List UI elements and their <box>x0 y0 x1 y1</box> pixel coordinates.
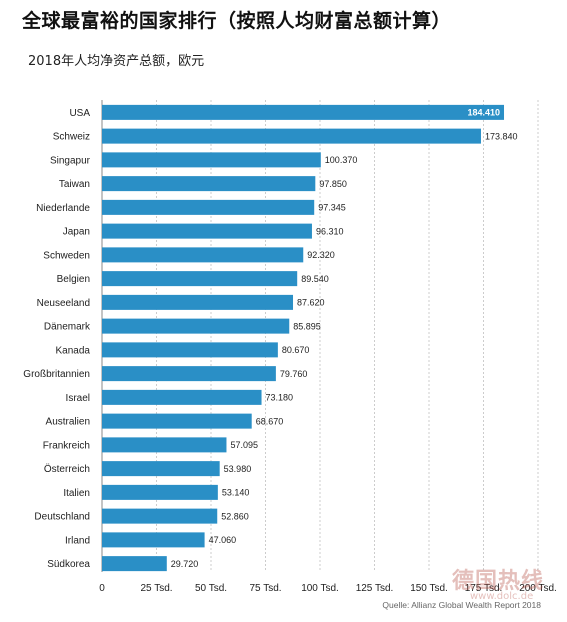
watermark-url: www.dolc.de <box>470 591 534 602</box>
x-tick-label: 200 Tsd. <box>519 583 557 594</box>
value-label: 89.540 <box>301 274 329 284</box>
bar <box>102 532 205 548</box>
x-tick-label: 175 Tsd. <box>465 583 503 594</box>
category-label: Schweden <box>43 250 90 261</box>
x-tick-label: 150 Tsd. <box>410 583 448 594</box>
category-label: Schweiz <box>53 132 90 143</box>
value-label: 80.670 <box>282 345 310 355</box>
category-label: Singapur <box>50 155 91 166</box>
bar <box>102 461 220 477</box>
value-label: 57.095 <box>230 440 258 450</box>
category-label: Niederlande <box>36 203 90 214</box>
category-label: Kanada <box>56 345 91 356</box>
category-label: Südkorea <box>47 559 90 570</box>
category-label: Japan <box>63 227 90 238</box>
x-tick-label: 125 Tsd. <box>356 583 394 594</box>
category-label: Belgien <box>57 274 90 285</box>
chart-subtitle: 2018年人均净资产总额，欧元 <box>28 54 205 69</box>
value-label: 52.860 <box>221 511 249 521</box>
x-tick-label: 50 Tsd. <box>195 583 227 594</box>
bar <box>102 342 278 358</box>
value-label: 29.720 <box>171 559 199 569</box>
category-label: Italien <box>63 488 90 499</box>
bar <box>102 389 262 405</box>
value-label: 184.410 <box>467 108 500 118</box>
value-label: 97.345 <box>318 203 346 213</box>
value-label: 68.670 <box>256 416 284 426</box>
bar <box>102 413 252 429</box>
category-label: Dänemark <box>44 322 91 333</box>
bar <box>102 366 276 382</box>
category-label: Österreich <box>44 463 90 475</box>
bar <box>102 104 505 120</box>
source-note: Quelle: Allianz Global Wealth Report 201… <box>382 600 541 610</box>
value-label: 97.850 <box>319 179 347 189</box>
category-label: Taiwan <box>59 179 90 190</box>
category-label: Großbritannien <box>23 369 90 380</box>
x-tick-label: 0 <box>99 583 105 594</box>
value-label: 87.620 <box>297 298 325 308</box>
bar <box>102 294 294 310</box>
x-tick-label: 75 Tsd. <box>249 583 281 594</box>
bar <box>102 271 298 287</box>
chart-title: 全球最富裕的国家排行（按照人均财富总额计算） <box>22 10 452 32</box>
category-label: Irland <box>65 535 90 546</box>
category-label: Frankreich <box>43 440 90 451</box>
value-label: 85.895 <box>293 321 321 331</box>
x-tick-label: 100 Tsd. <box>301 583 339 594</box>
value-label: 96.310 <box>316 226 344 236</box>
category-label: USA <box>69 108 90 119</box>
bar <box>102 128 481 144</box>
value-label: 47.060 <box>209 535 237 545</box>
value-label: 79.760 <box>280 369 308 379</box>
bar <box>102 176 316 192</box>
bar <box>102 247 304 263</box>
watermark-logo: 德国热线 <box>452 569 545 594</box>
value-label: 173.840 <box>485 131 518 141</box>
value-label: 53.980 <box>224 464 252 474</box>
value-label: 100.370 <box>325 155 358 165</box>
value-label: 53.140 <box>222 488 250 498</box>
bar <box>102 199 315 215</box>
bar <box>102 556 167 572</box>
category-label: Australien <box>46 417 90 428</box>
category-label: Neuseeland <box>37 298 90 309</box>
bar <box>102 437 227 453</box>
bar <box>102 223 312 239</box>
value-label: 92.320 <box>307 250 335 260</box>
category-label: Deutschland <box>34 512 90 523</box>
bar <box>102 152 321 168</box>
value-label: 73.180 <box>266 393 294 403</box>
category-label: Israel <box>66 393 90 404</box>
x-tick-label: 25 Tsd. <box>140 583 172 594</box>
bar <box>102 318 290 334</box>
bar <box>102 484 218 500</box>
bar <box>102 508 218 524</box>
